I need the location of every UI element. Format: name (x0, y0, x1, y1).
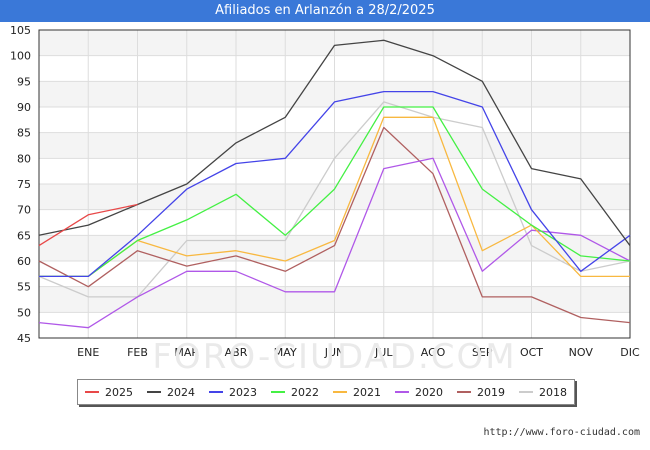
legend-item-2024: 2024 (147, 386, 195, 399)
y-tick-label: 100 (10, 50, 31, 63)
y-tick-label: 90 (17, 101, 31, 114)
x-tick-label: AGO (421, 346, 446, 359)
legend-label: 2025 (105, 385, 133, 399)
series-line-2023 (39, 90, 631, 278)
x-tick-label: ABR (225, 346, 248, 359)
y-tick-label: 80 (17, 152, 31, 165)
x-tick-label: SEP (472, 346, 493, 359)
source-url[interactable]: http://www.foro-ciudad.com (483, 427, 640, 438)
legend-swatch (209, 391, 223, 393)
y-tick-label: 45 (17, 332, 31, 345)
legend-swatch (147, 391, 161, 393)
x-tick-label: JUL (374, 346, 393, 359)
series-line-2020 (38, 157, 631, 329)
legend-label: 2022 (291, 385, 319, 399)
legend-label: 2020 (415, 385, 443, 399)
y-tick-label: 50 (17, 306, 31, 319)
plot-border (38, 29, 631, 339)
legend-item-2018: 2018 (519, 386, 567, 399)
x-tick-label: JUN (324, 346, 345, 359)
legend-swatch (333, 391, 347, 393)
y-tick-label: 70 (17, 204, 31, 217)
legend-swatch (395, 391, 409, 393)
series-line-2025 (38, 203, 138, 247)
legend-label: 2018 (539, 385, 567, 399)
legend-label: 2019 (477, 385, 505, 399)
legend-swatch (85, 391, 99, 393)
x-tick-label: MAY (274, 346, 297, 359)
legend-label: 2021 (353, 385, 381, 399)
y-tick-label: 95 (17, 75, 31, 88)
x-tick-label: FEB (127, 346, 148, 359)
legend-label: 2024 (167, 385, 195, 399)
y-tick-label: 85 (17, 127, 31, 140)
y-tick-label: 75 (17, 178, 31, 191)
legend-item-2023: 2023 (209, 386, 257, 399)
watermark: FORO-CIUDAD.COM (152, 337, 516, 377)
legend-item-2020: 2020 (395, 386, 443, 399)
x-tick-label: DIC (620, 346, 640, 359)
legend-label: 2023 (229, 385, 257, 399)
legend-item-2025: 2025 (85, 386, 133, 399)
chart-legend: 2025 2024 2023 2022 2021 2020 2019 2018 (77, 379, 575, 405)
legend-swatch (519, 391, 533, 393)
x-tick-label: MAR (174, 346, 199, 359)
x-tick-label: OCT (520, 346, 543, 359)
x-tick-label: NOV (569, 346, 594, 359)
y-tick-label: 105 (10, 24, 31, 37)
series-line-2019 (38, 126, 631, 324)
y-tick-label: 60 (17, 255, 31, 268)
y-tick-label: 55 (17, 281, 31, 294)
chart-title: Afiliados en Arlanzón a 28/2/2025 (0, 0, 650, 22)
legend-swatch (457, 391, 471, 393)
y-tick-label: 65 (17, 229, 31, 242)
legend-item-2022: 2022 (271, 386, 319, 399)
x-tick-label: ENE (77, 346, 99, 359)
legend-item-2019: 2019 (457, 386, 505, 399)
series-line-2022 (39, 106, 631, 278)
legend-item-2021: 2021 (333, 386, 381, 399)
legend-swatch (271, 391, 285, 393)
